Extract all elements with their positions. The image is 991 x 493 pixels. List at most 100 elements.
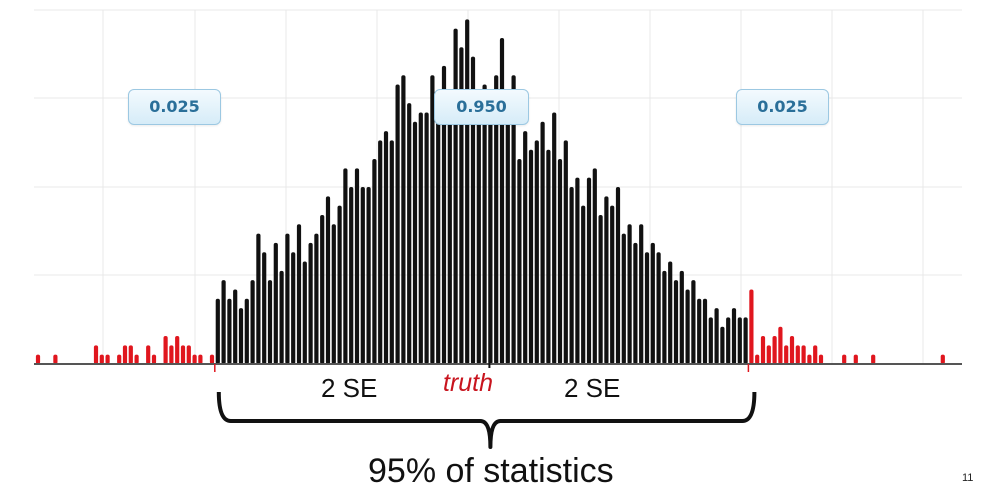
histogram-column — [731, 308, 737, 364]
tail-histogram-column — [151, 354, 157, 364]
histogram-column — [412, 121, 418, 364]
histogram-column — [227, 298, 232, 364]
tail-histogram-column — [53, 354, 58, 364]
histogram-column — [424, 112, 429, 364]
histogram-column — [517, 159, 522, 364]
histogram-column — [557, 159, 563, 364]
histogram-column — [673, 280, 679, 364]
tail-histogram-column — [146, 345, 151, 364]
histogram-column — [285, 233, 290, 364]
histogram-column — [604, 196, 609, 364]
tail-histogram-column — [853, 354, 858, 364]
left-tail-proportion-badge: 0.025 — [128, 89, 221, 125]
histogram-column — [581, 205, 586, 364]
right-se-label: 2 SE — [564, 373, 621, 403]
tail-histogram-column — [766, 345, 771, 364]
histogram-column — [639, 224, 644, 364]
right-tail-proportion-badge: 0.025 — [736, 89, 829, 125]
histogram-column — [534, 140, 539, 364]
tail-histogram-column — [789, 336, 795, 364]
histogram-column — [372, 159, 377, 364]
tail-histogram-column — [842, 354, 847, 364]
histogram-column — [610, 205, 615, 364]
histogram-column — [389, 140, 394, 364]
histogram-column — [575, 177, 580, 364]
histogram-column — [215, 298, 220, 364]
histogram-column — [296, 224, 302, 364]
histogram-column — [505, 103, 510, 364]
histogram-column — [598, 214, 603, 364]
histogram-column — [621, 233, 626, 364]
histogram-column — [262, 252, 267, 364]
histogram-column — [644, 252, 650, 364]
histogram-column — [273, 242, 278, 364]
histogram-column — [656, 252, 661, 364]
histogram-column — [302, 261, 307, 364]
histogram-column — [383, 131, 389, 364]
histogram-column — [441, 65, 447, 364]
tail-histogram-column — [192, 354, 197, 364]
histogram-column — [592, 168, 597, 364]
histogram-column — [244, 298, 249, 364]
histogram-column — [447, 93, 452, 364]
confidence-brace — [216, 391, 757, 449]
histogram-column — [668, 261, 673, 364]
histogram-column — [395, 84, 400, 365]
tail-histogram-column — [813, 345, 818, 364]
histogram-column — [453, 28, 458, 364]
histogram-column — [720, 326, 725, 364]
histogram-column — [563, 140, 568, 364]
histogram-column — [238, 308, 244, 364]
tail-histogram-column — [940, 354, 945, 364]
tail-histogram-column — [198, 354, 203, 364]
histogram-column — [697, 298, 702, 364]
histogram-column — [685, 289, 690, 364]
middle-proportion-badge: 0.950 — [434, 89, 529, 125]
histogram-column — [349, 187, 354, 364]
left-se-label: 2 SE — [321, 373, 378, 403]
histogram-column — [552, 112, 557, 364]
cutoff-ticks — [214, 364, 750, 372]
tail-histogram-column — [175, 336, 180, 364]
tail-histogram-column — [117, 354, 122, 364]
tail-histogram-column — [99, 354, 104, 364]
histogram-column — [615, 187, 621, 364]
tail-histogram-column — [169, 345, 174, 364]
tail-histogram-column — [760, 336, 766, 364]
histogram-column — [354, 168, 360, 364]
histogram-column — [291, 252, 296, 364]
tail-histogram-column — [749, 289, 754, 364]
tail-histogram-column — [122, 345, 128, 364]
histogram-column — [221, 280, 226, 364]
histogram-column — [511, 75, 516, 365]
histogram-column — [430, 75, 435, 365]
histogram-column — [540, 121, 545, 364]
histogram-column — [662, 270, 667, 364]
histogram-column — [314, 233, 319, 364]
tail-histogram-column — [784, 345, 789, 364]
page-number: 11 — [962, 472, 974, 484]
histogram-column — [366, 187, 371, 364]
histogram-column — [702, 298, 708, 364]
brace-caption: 95% of statistics — [368, 452, 614, 490]
histogram-column — [267, 280, 273, 364]
histogram-column — [360, 187, 365, 364]
tail-histogram-column — [134, 354, 139, 364]
histogram-column — [546, 149, 551, 364]
histogram-column — [465, 19, 470, 364]
histogram-column — [494, 75, 499, 365]
tail-histogram-column — [772, 336, 777, 364]
tail-histogram-column — [93, 345, 99, 364]
histogram-column — [343, 168, 348, 364]
tail-histogram-column — [778, 326, 783, 364]
histogram-column — [627, 224, 632, 364]
histogram-column — [250, 280, 255, 364]
tail-histogram-column — [209, 354, 215, 364]
tail-histogram-column — [180, 345, 186, 364]
histogram-column — [320, 214, 325, 364]
histogram-column — [418, 112, 423, 364]
tail-histogram-column — [818, 354, 824, 364]
histogram-column — [633, 242, 638, 364]
histogram-column — [737, 317, 742, 364]
